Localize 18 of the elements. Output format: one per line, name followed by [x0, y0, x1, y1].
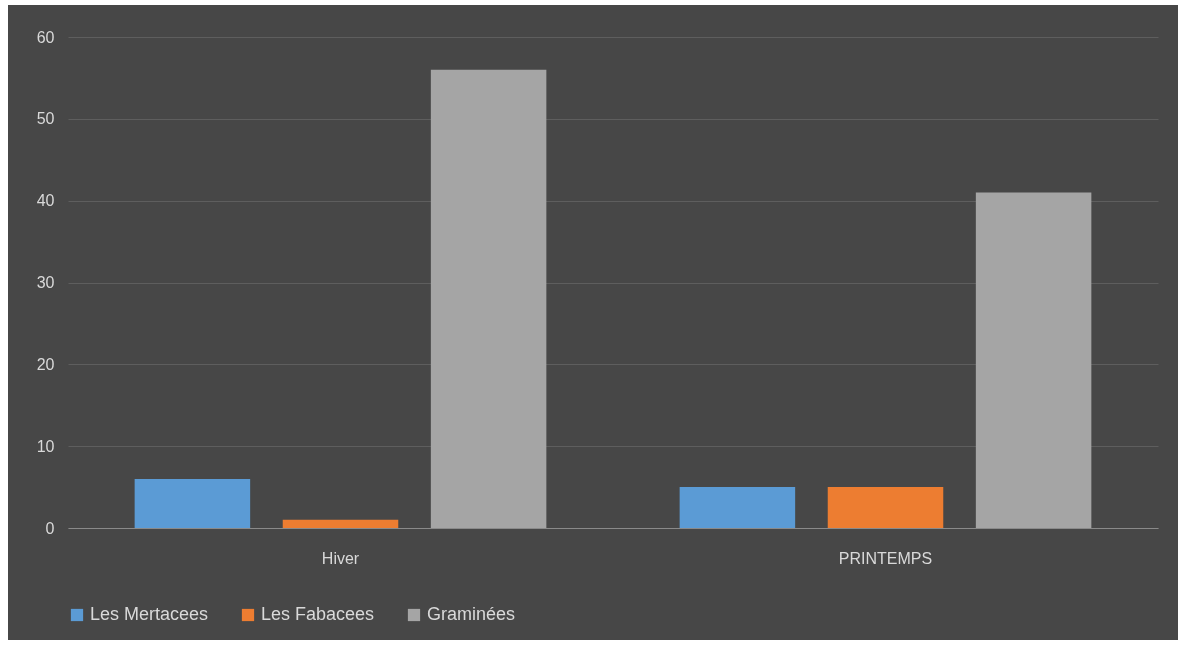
x-tick-label: Hiver	[321, 549, 360, 567]
bar	[134, 478, 251, 528]
y-tick-label: 20	[36, 355, 55, 373]
y-tick-label: 40	[36, 192, 55, 210]
x-tick-label: PRINTEMPS	[838, 549, 933, 567]
legend-label: Les Fabacees	[261, 604, 375, 624]
bar	[282, 519, 399, 528]
legend-label: Les Mertacees	[90, 604, 209, 624]
bar	[430, 69, 547, 528]
bar	[827, 487, 944, 528]
y-tick-label: 30	[36, 274, 55, 291]
bar	[975, 192, 1092, 528]
y-tick-label: 10	[36, 437, 55, 455]
y-tick-label: 50	[36, 110, 55, 128]
legend-label: Graminées	[427, 604, 516, 624]
bar	[679, 487, 796, 528]
y-tick-label: 0	[45, 519, 55, 537]
y-tick-label: 60	[36, 28, 55, 46]
